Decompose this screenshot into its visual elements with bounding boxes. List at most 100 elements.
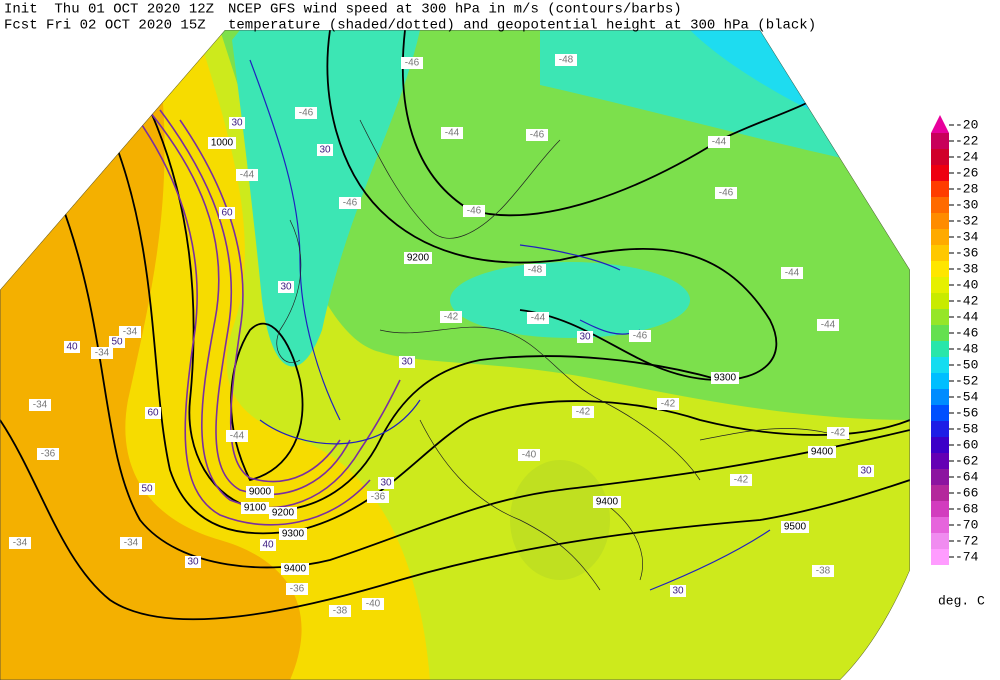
colorbar-swatch: [931, 149, 949, 165]
label-box: [229, 117, 245, 129]
label-box: [279, 528, 307, 540]
height-label: 9400: [811, 447, 834, 458]
label-box: [362, 598, 384, 610]
colorbar-swatch: [931, 485, 949, 501]
label-box: [441, 127, 463, 139]
label-box: [29, 399, 51, 411]
wind-label: 30: [187, 557, 199, 568]
colorbar-swatch: [931, 357, 949, 373]
colorbar-swatch: [931, 245, 949, 261]
label-box: [246, 486, 274, 498]
colorbar-swatch: [931, 437, 949, 453]
temperature-label: -44: [240, 170, 255, 181]
label-box: [119, 326, 141, 338]
colorbar-label: -46: [955, 325, 978, 340]
colorbar-arrow: [931, 115, 949, 133]
colorbar-label: -42: [955, 293, 978, 308]
label-box: [593, 496, 621, 508]
label-box: [378, 477, 394, 489]
wind-label: 40: [66, 342, 78, 353]
colorbar-label: -36: [955, 245, 978, 260]
colorbar-swatch: [931, 421, 949, 437]
height-label: 9000: [249, 487, 272, 498]
label-box: [711, 372, 739, 384]
label-box: [64, 341, 80, 353]
colorbar-label: -20: [955, 117, 978, 132]
label-box: [401, 57, 423, 69]
temperature-label: -44: [712, 137, 727, 148]
label-box: [278, 281, 294, 293]
temperature-label: -34: [13, 538, 28, 549]
label-box: [708, 136, 730, 148]
wind-label: 30: [380, 478, 392, 489]
temperature-label: -36: [371, 492, 386, 503]
colorbar-swatch: [931, 213, 949, 229]
temperature-label: -44: [531, 313, 546, 324]
colorbar-swatch: [931, 229, 949, 245]
colorbar-label: -54: [955, 389, 979, 404]
init-time: Init Thu 01 OCT 2020 12Z: [4, 2, 214, 18]
label-box: [524, 264, 546, 276]
temperature-label: -46: [467, 206, 482, 217]
temperature-label: -46: [530, 130, 545, 141]
colorbar-label: -24: [955, 149, 979, 164]
wind-label: 30: [860, 466, 872, 477]
colorbar-label: -68: [955, 501, 978, 516]
colorbar-swatch: [931, 181, 949, 197]
forecast-time: Fcst Fri 02 OCT 2020 15Z: [4, 18, 206, 34]
colorbar-label: -38: [955, 261, 978, 276]
label-box: [226, 430, 248, 442]
label-box: [858, 465, 874, 477]
label-box: [440, 311, 462, 323]
temperature-label: -34: [33, 400, 48, 411]
height-label: 1000: [211, 138, 234, 149]
wind-label: 60: [221, 208, 233, 219]
temperature-label: -34: [123, 327, 138, 338]
colorbar-label: -72: [955, 533, 978, 548]
temperature-label: -36: [41, 449, 56, 460]
colorbar-label: -50: [955, 357, 978, 372]
height-label: 9200: [407, 253, 430, 264]
colorbar-label: -40: [955, 277, 978, 292]
height-label: 9400: [284, 564, 307, 575]
temperature-label: -46: [405, 58, 420, 69]
wind-label: 50: [141, 484, 153, 495]
temperature-label: -42: [734, 475, 749, 486]
label-box: [572, 406, 594, 418]
label-box: [670, 585, 686, 597]
colorbar-swatch: [931, 325, 949, 341]
label-box: [286, 583, 308, 595]
colorbar-label: -60: [955, 437, 978, 452]
colorbar-label: -26: [955, 165, 978, 180]
colorbar-label: -64: [955, 469, 979, 484]
colorbar-swatch: [931, 389, 949, 405]
label-box: [260, 539, 276, 551]
label-box: [219, 207, 235, 219]
colorbar-label: -74: [955, 549, 979, 564]
temperature-label: -38: [333, 606, 348, 617]
colorbar-swatch: [931, 309, 949, 325]
height-label: 9400: [596, 497, 619, 508]
label-box: [399, 356, 415, 368]
label-box: [629, 330, 651, 342]
map-labels: 1000 9200 9300 9400 9400 9500 9400 9300 9200 9100…: [9, 54, 874, 617]
temperature-label: -46: [633, 331, 648, 342]
colorbar-swatch: [931, 501, 949, 517]
colorbar-label: -48: [955, 341, 978, 356]
label-box: [404, 252, 432, 264]
colorbar-swatch: [931, 261, 949, 277]
height-label: 9300: [714, 373, 737, 384]
label-box: [329, 605, 351, 617]
colorbar-swatch: [931, 197, 949, 213]
colorbar-label: -70: [955, 517, 978, 532]
label-box: [281, 563, 309, 575]
label-box: [367, 491, 389, 503]
temperature-label: -44: [785, 268, 800, 279]
label-box: [145, 407, 161, 419]
temperature-label: -40: [522, 450, 537, 461]
height-label: 9200: [272, 508, 295, 519]
wind-label: 30: [401, 357, 413, 368]
temperature-label: -36: [290, 584, 305, 595]
wind-label: 40: [262, 540, 274, 551]
